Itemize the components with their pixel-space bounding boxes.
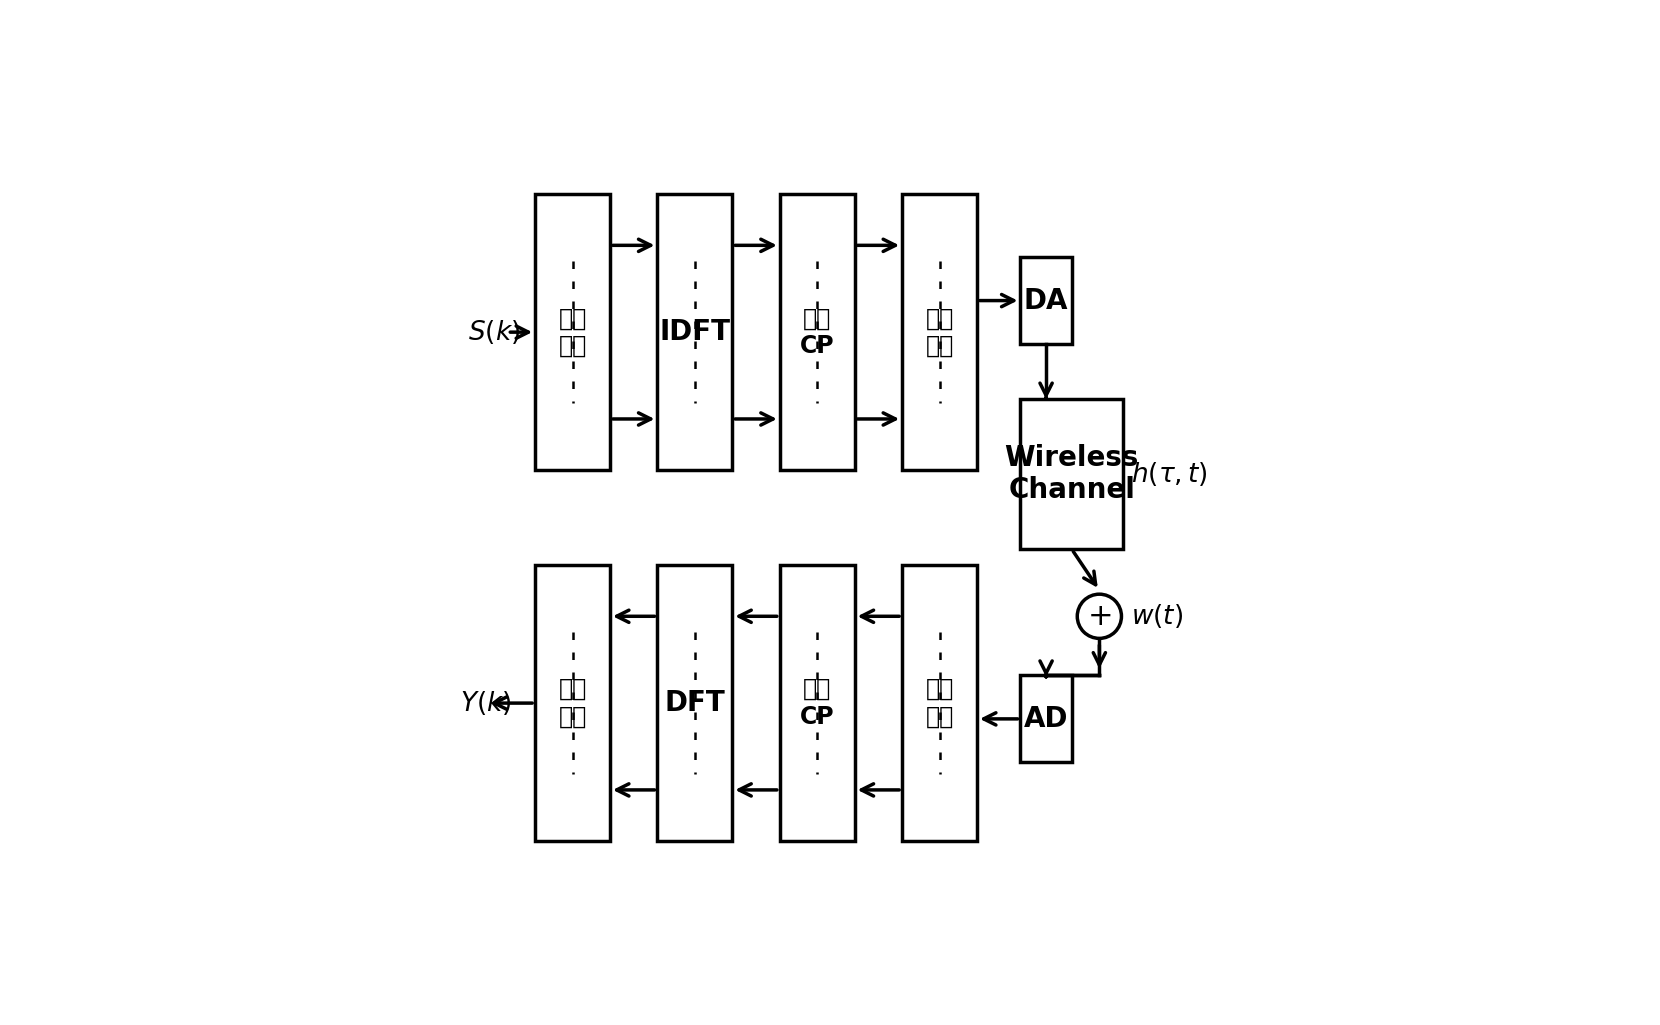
Text: 并串
转换: 并串 转换: [558, 678, 586, 729]
Circle shape: [1077, 594, 1122, 639]
Text: $h(\tau,t)$: $h(\tau,t)$: [1130, 460, 1208, 488]
Bar: [780, 194, 855, 470]
Bar: [1021, 257, 1072, 344]
Bar: [657, 565, 732, 842]
Text: 串并
转换: 串并 转换: [558, 306, 586, 358]
Text: 串并
转换: 串并 转换: [925, 678, 953, 729]
Text: Wireless
Channel: Wireless Channel: [1004, 444, 1139, 504]
Bar: [657, 194, 732, 470]
Bar: [901, 194, 978, 470]
Text: 去除
CP: 去除 CP: [800, 678, 835, 729]
Bar: [535, 194, 609, 470]
Text: $+$: $+$: [1087, 602, 1112, 630]
Text: DA: DA: [1024, 287, 1069, 315]
Bar: [901, 565, 978, 842]
Text: DFT: DFT: [664, 689, 725, 718]
Bar: [535, 565, 609, 842]
Text: AD: AD: [1024, 705, 1069, 733]
Text: $S(k)$: $S(k)$: [468, 318, 520, 346]
Text: 添加
CP: 添加 CP: [800, 306, 835, 358]
Text: 并串
转换: 并串 转换: [925, 306, 953, 358]
Text: $w(t)$: $w(t)$: [1130, 603, 1184, 630]
Bar: [780, 565, 855, 842]
Bar: [1021, 399, 1124, 549]
Bar: [1021, 675, 1072, 763]
Text: $Y(k)$: $Y(k)$: [460, 689, 511, 718]
Text: IDFT: IDFT: [659, 318, 730, 346]
